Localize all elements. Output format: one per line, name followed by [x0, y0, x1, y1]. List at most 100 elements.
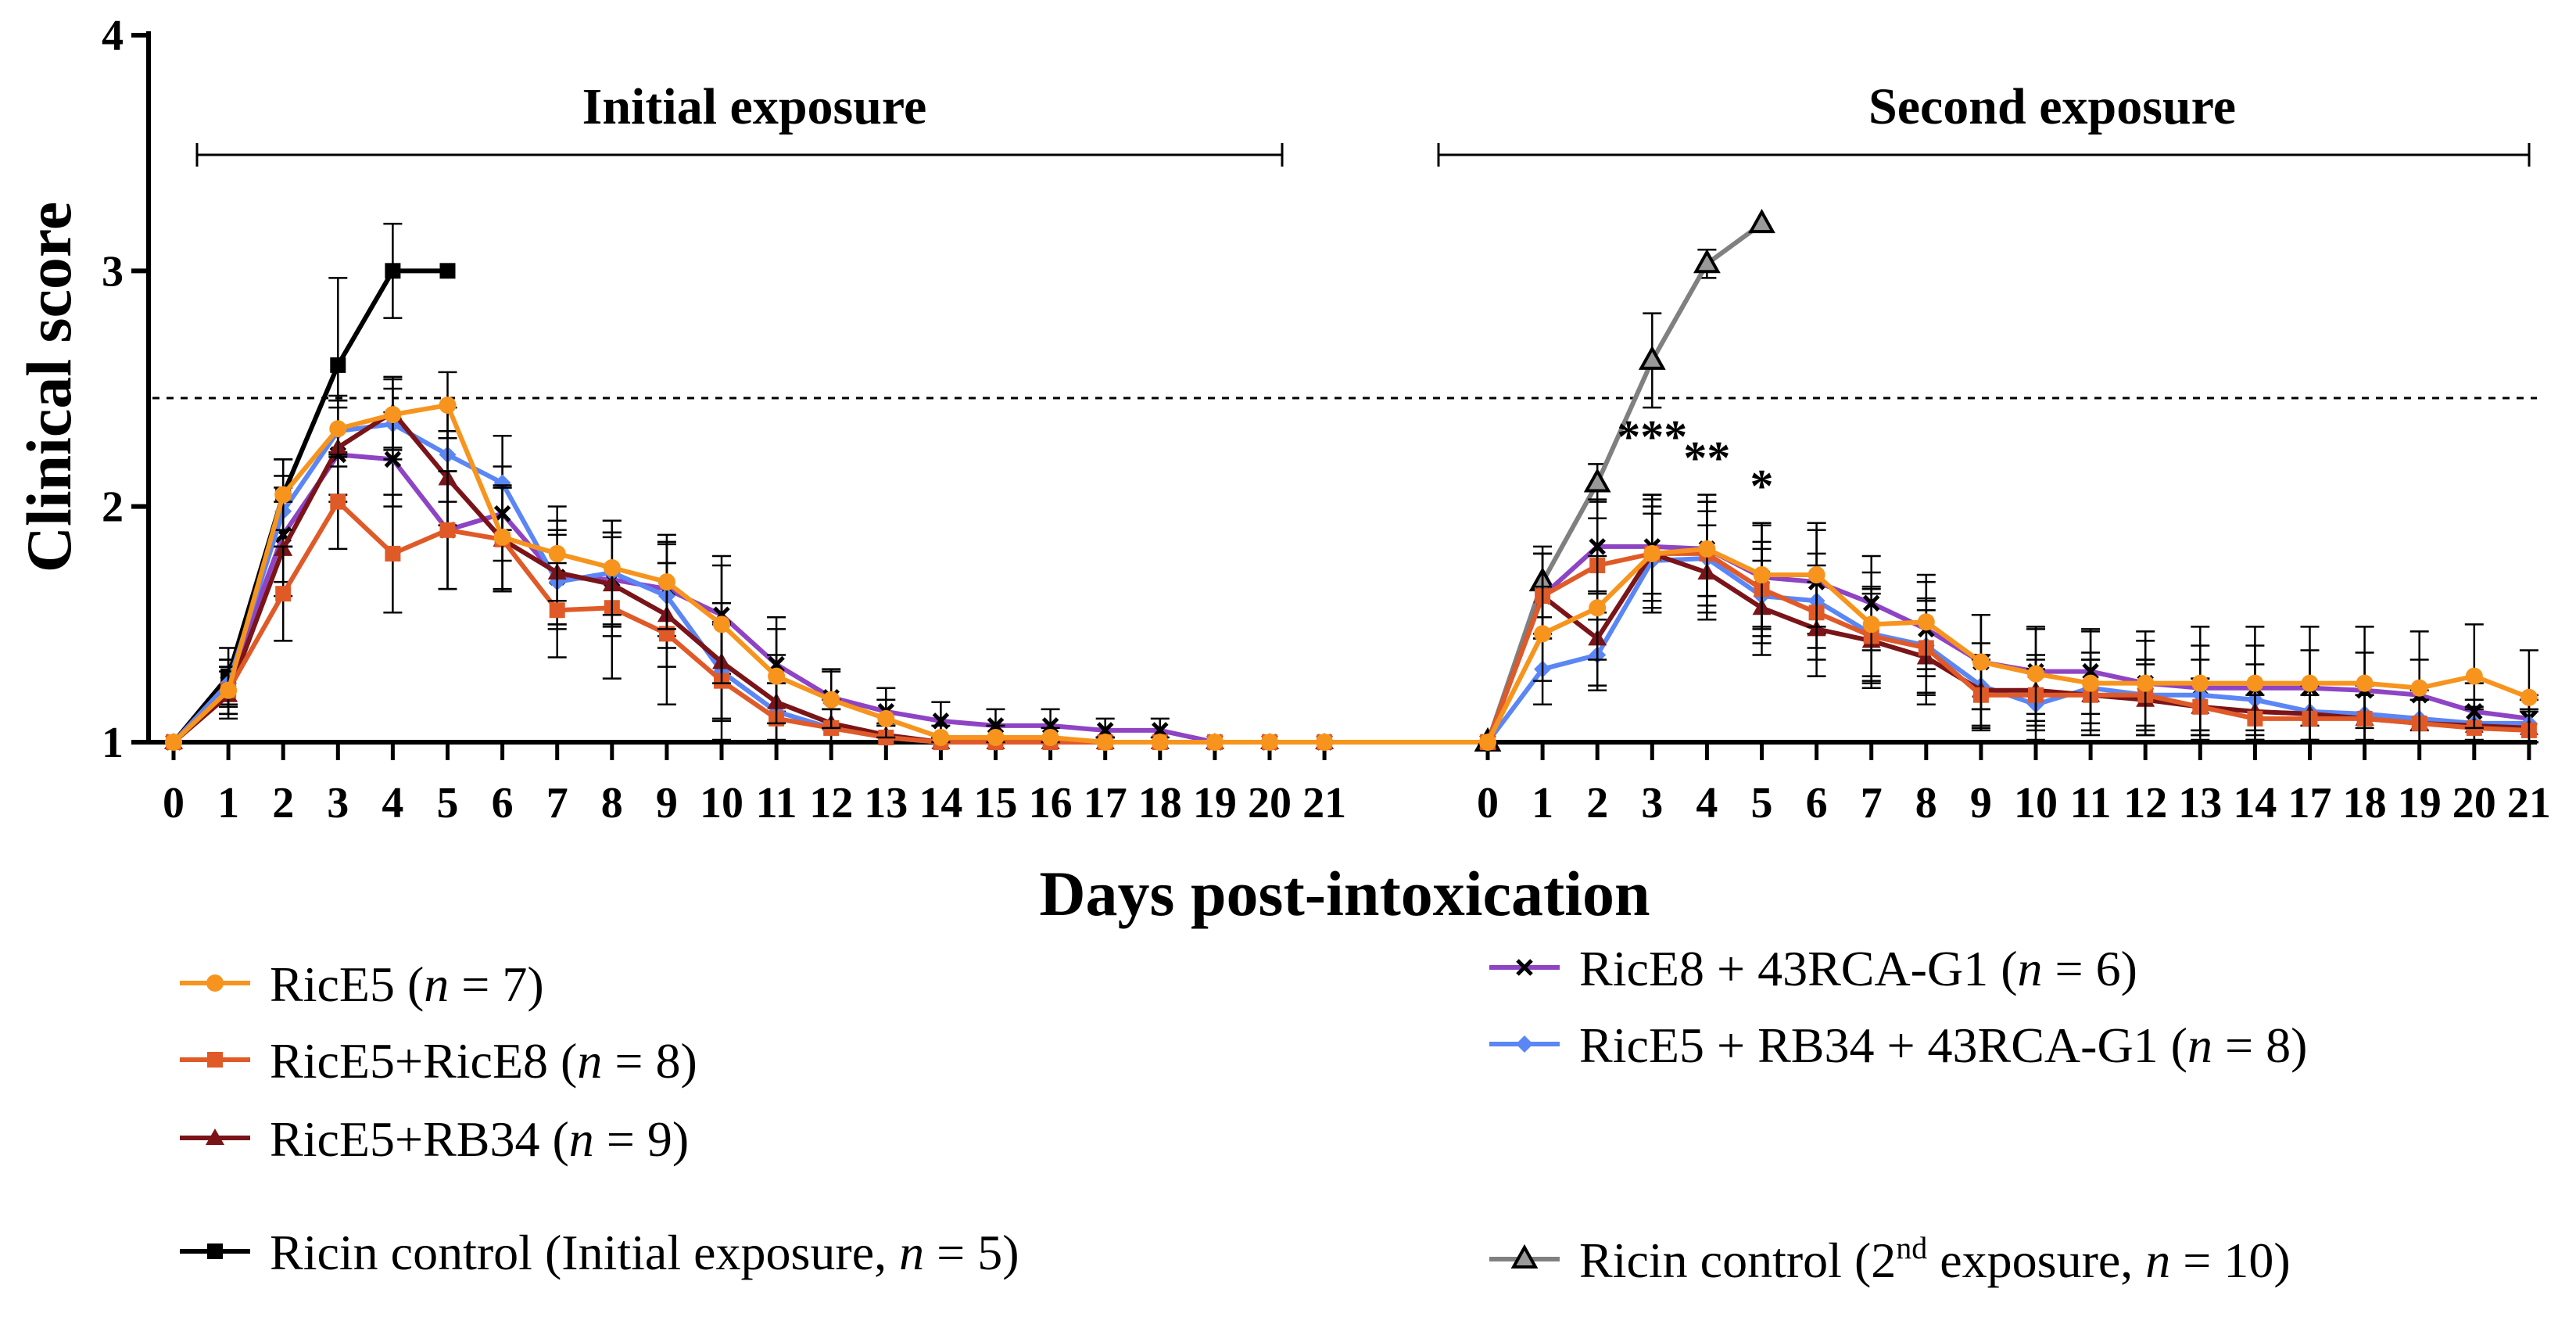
- svg-text:RicE5+RicE8 (n = 8): RicE5+RicE8 (n = 8): [270, 1033, 697, 1089]
- data-point: [2356, 674, 2374, 692]
- x-tick-label: 6: [1806, 779, 1828, 827]
- data-point: [1479, 734, 1496, 751]
- legend-item-rice5-rb34: RicE5+RB34 (n = 9): [180, 1111, 689, 1167]
- x-tick-label: 19: [1193, 779, 1237, 827]
- series-line: [171, 422, 1325, 745]
- x-axis-title: Days post-intoxication: [1039, 858, 1650, 929]
- data-point: [1096, 734, 1114, 751]
- legend-marker: [1516, 1035, 1533, 1053]
- series-line: [171, 403, 1325, 745]
- legend-label: RicE5+RB34: [270, 1111, 539, 1167]
- svg-text:RicE5 + RB34 + 43RCA-G1 (n =: RicE5 + RB34 + 43RCA-G1 (n = 8): [1579, 1017, 2307, 1073]
- data-point: [1589, 599, 1607, 617]
- data-point: [439, 263, 456, 279]
- significance-mark: *: [1750, 461, 1774, 512]
- x-tick-label: 6: [492, 779, 514, 827]
- data-point: [493, 528, 511, 546]
- data-point: [932, 728, 950, 746]
- legend-swatch: [180, 1129, 250, 1145]
- data-point: [1041, 728, 1059, 746]
- data-point: [987, 728, 1005, 746]
- legend-marker: [206, 1129, 224, 1145]
- legend-item-ricin-control-initial: Ricin control (Initial exposure, n = 5): [180, 1225, 1019, 1280]
- legend-swatch: [180, 1243, 250, 1259]
- x-tick-label: 21: [2507, 779, 2551, 827]
- legend-swatch: [180, 974, 250, 992]
- y-tick-label: 1: [102, 719, 124, 767]
- legend-marker: [207, 1052, 223, 1068]
- x-tick-label: 0: [163, 779, 185, 827]
- data-point: [1643, 544, 1661, 562]
- data-point: [2520, 688, 2538, 706]
- x-tick-label: 4: [382, 779, 403, 827]
- svg-text:RicE8 + 43RCA-G1 (n = 6): RicE8 + 43RCA-G1 (n = 6): [1579, 941, 2137, 996]
- data-point: [384, 406, 402, 424]
- x-tick-label: 10: [700, 779, 743, 827]
- x-tick-label: 21: [1302, 779, 1346, 827]
- data-point: [2027, 665, 2044, 683]
- legend-suffix: (n = 6): [1988, 941, 2137, 996]
- y-tick-label: 4: [102, 12, 124, 60]
- x-tick-label: 3: [327, 779, 349, 827]
- data-point: [329, 420, 347, 438]
- x-tick-label: 14: [2233, 779, 2277, 827]
- data-point: [1316, 734, 1334, 751]
- x-tick-label: 11: [2070, 779, 2112, 827]
- legend-item-rice5-rb34-43rca-g1: RicE5 + RB34 + 43RCA-G1 (n = 8): [1489, 1017, 2307, 1073]
- series-line: [1485, 555, 2529, 744]
- data-point: [1748, 208, 1775, 234]
- legend-marker: [206, 974, 224, 992]
- x-tick-label: 20: [1248, 779, 1292, 827]
- data-point: [1206, 734, 1224, 751]
- data-point: [1693, 249, 1721, 274]
- x-tick-label: 7: [1861, 779, 1883, 827]
- legend-marker: [1510, 1243, 1539, 1269]
- legend-label: RicE5: [270, 956, 395, 1012]
- second-exposure-bracket: Second exposure: [1437, 78, 2531, 167]
- data-point: [1638, 345, 1666, 370]
- legend-swatch: [1489, 1243, 1560, 1269]
- legend-marker: [207, 1243, 223, 1259]
- series-line: [1485, 221, 1764, 743]
- legend-suffix: (n = 8): [548, 1033, 697, 1089]
- x-tick-label: 12: [2123, 779, 2167, 827]
- x-tick-label: 13: [864, 779, 908, 827]
- y-tick-label: 3: [102, 247, 124, 296]
- significance-mark: **: [1683, 432, 1730, 483]
- data-point: [822, 691, 840, 709]
- legend-label: RicE8 + 43RCA-G1: [1579, 941, 1988, 996]
- series-rice5-rb34-43rca-g1: [165, 387, 2538, 751]
- second-exposure-title: Second exposure: [1868, 78, 2236, 135]
- x-tick-label: 3: [1641, 779, 1663, 827]
- plot-area: [164, 208, 2538, 752]
- series-line: [171, 268, 448, 744]
- data-point: [1862, 615, 1880, 633]
- x-tick-label: 9: [1970, 779, 1992, 827]
- data-point: [657, 573, 675, 591]
- data-point: [275, 586, 292, 602]
- data-point: [603, 559, 621, 577]
- svg-text:Ricin control (2nd exposure, n: Ricin control (2nd exposure, n = 10): [1579, 1230, 2291, 1288]
- initial-exposure-title: Initial exposure: [582, 78, 927, 135]
- data-point: [439, 397, 457, 414]
- data-point: [439, 522, 456, 538]
- x-tick-label: 13: [2178, 779, 2222, 827]
- data-point: [1583, 468, 1611, 493]
- x-tick-label: 5: [1751, 779, 1773, 827]
- legend-label: RicE5 + RB34 + 43RCA-G1: [1579, 1017, 2159, 1073]
- data-point: [549, 602, 565, 619]
- x-tick-label: 8: [1915, 779, 1937, 827]
- x-tick-label: 7: [546, 779, 568, 827]
- x-tick-label: 9: [656, 779, 678, 827]
- x-ticks: 0 1 2 3 4 5 6 7 8 9 10 11 12 13 14 15 16 17 18 19 20 21 0 1 2 3 4 5…: [163, 742, 2551, 827]
- y-axis-title: Clinical score: [13, 202, 84, 572]
- series-line: [171, 452, 1325, 745]
- data-point: [220, 681, 238, 699]
- legend-swatch: [180, 1052, 250, 1068]
- data-point: [1807, 566, 1825, 584]
- svg-text:RicE5+RB34 (n = 9): RicE5+RB34 (n = 9): [270, 1111, 689, 1167]
- data-point: [548, 544, 566, 562]
- data-point: [1917, 613, 1935, 631]
- x-tick-label: 18: [1138, 779, 1182, 827]
- legend-swatch: [1489, 959, 1560, 976]
